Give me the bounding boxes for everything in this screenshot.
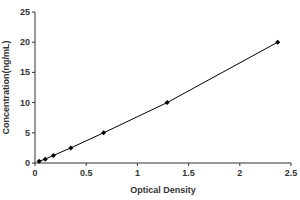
y-tick — [32, 12, 35, 13]
x-tick-label: 2 — [237, 168, 242, 178]
x-axis-label: Optical Density — [130, 185, 196, 195]
y-tick-label: 0 — [25, 158, 30, 168]
x-tick-label: 0.5 — [80, 168, 93, 178]
point — [68, 145, 73, 150]
point — [37, 159, 42, 164]
y-tick — [32, 132, 35, 133]
x-tick-label: 0 — [32, 168, 37, 178]
x-axis — [35, 163, 291, 164]
point — [275, 40, 280, 45]
x-tick — [137, 163, 138, 166]
x-tick-label: 1.5 — [182, 168, 195, 178]
y-tick-label: 15 — [20, 67, 30, 77]
point — [101, 130, 106, 135]
y-tick — [32, 102, 35, 103]
y-tick — [32, 163, 35, 164]
x-tick — [291, 163, 292, 166]
chart: 0 0.5 1 1.5 2 2.5 0 5 10 15 20 25 Optical Density Con… — [0, 0, 300, 200]
y-tick — [32, 72, 35, 73]
y-axis-label: Concentration(ng/mL) — [1, 41, 11, 135]
y-tick-label: 5 — [25, 128, 30, 138]
point — [51, 153, 56, 158]
plot-area — [37, 40, 281, 164]
x-tick-label: 1 — [135, 168, 140, 178]
x-tick-label: 2.5 — [285, 168, 298, 178]
y-tick — [32, 42, 35, 43]
y-axis — [35, 12, 36, 163]
curve — [39, 42, 278, 161]
point — [165, 100, 170, 105]
x-tick — [239, 163, 240, 166]
point — [43, 157, 48, 162]
x-tick — [188, 163, 189, 166]
y-tick-label: 10 — [20, 98, 30, 108]
y-tick-label: 20 — [20, 37, 30, 47]
y-tick-label: 25 — [20, 7, 30, 17]
x-tick — [86, 163, 87, 166]
